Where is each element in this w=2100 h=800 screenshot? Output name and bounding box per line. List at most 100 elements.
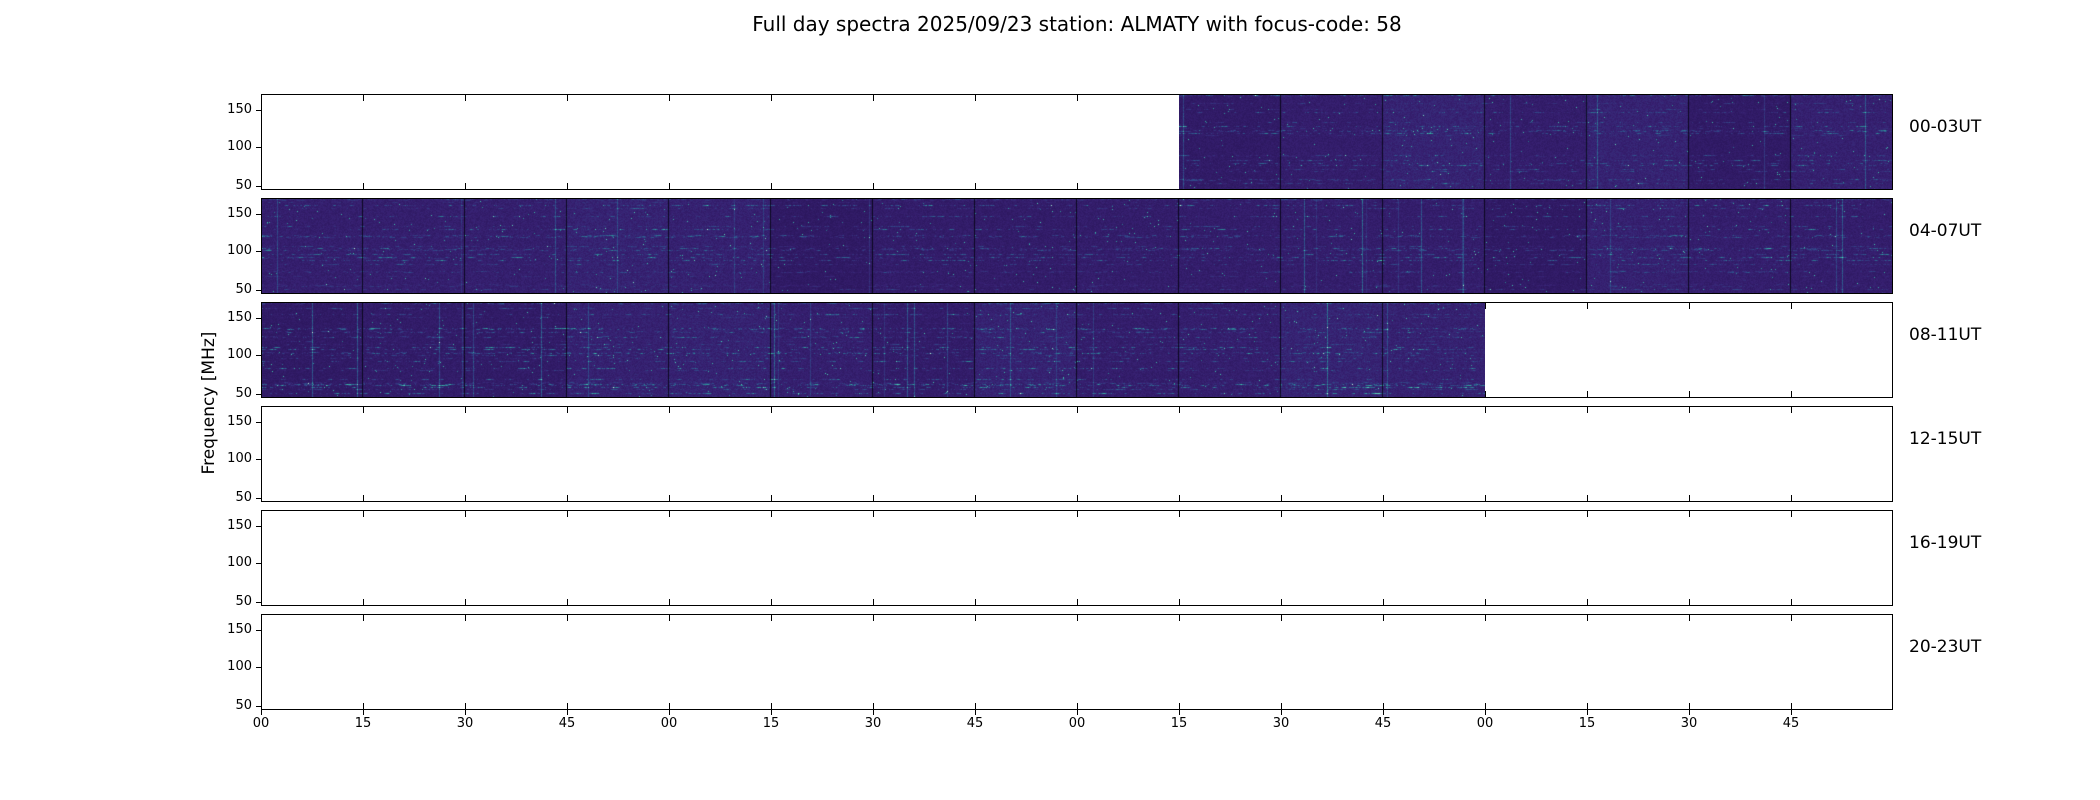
segment-boundary-tick	[1077, 495, 1078, 502]
y-tick-label: 150	[227, 518, 252, 533]
segment-boundary-tick	[1281, 703, 1282, 710]
x-tick-label: 15	[1578, 716, 1596, 731]
segment-boundary-tick	[1485, 599, 1486, 606]
y-tick-label: 50	[235, 178, 252, 193]
segment-boundary-tick	[567, 406, 568, 413]
segment-boundary-tick	[363, 183, 364, 190]
y-tick	[256, 602, 261, 603]
x-tick-label: 30	[456, 716, 474, 731]
segment-boundary-tick	[567, 703, 568, 710]
segment-boundary-tick	[1791, 614, 1792, 621]
x-tick	[873, 710, 874, 715]
spectrogram-00-03ut	[1179, 94, 1893, 190]
y-tick-label: 100	[227, 451, 252, 466]
segment-boundary-tick	[1791, 599, 1792, 606]
x-tick-label: 30	[1680, 716, 1698, 731]
segment-boundary-tick	[1179, 495, 1180, 502]
segment-boundary-tick	[465, 599, 466, 606]
segment-boundary-tick	[975, 94, 976, 101]
x-tick	[1485, 710, 1486, 715]
segment-boundary-tick	[975, 406, 976, 413]
x-tick-label: 45	[966, 716, 984, 731]
segment-boundary-tick	[1179, 510, 1180, 517]
row-label-12-15ut: 12-15UT	[1909, 429, 1982, 449]
segment-boundary-tick	[465, 510, 466, 517]
spectrogram-08-11ut	[261, 302, 1485, 398]
y-tick	[256, 147, 261, 148]
y-tick	[256, 110, 261, 111]
segment-boundary-tick	[1689, 302, 1690, 309]
x-tick	[567, 710, 568, 715]
segment-boundary-tick	[669, 614, 670, 621]
segment-boundary-tick	[1689, 391, 1690, 398]
segment-boundary-tick	[1791, 302, 1792, 309]
segment-boundary-tick	[873, 94, 874, 101]
segment-boundary-tick	[1077, 183, 1078, 190]
segment-boundary-tick	[1689, 406, 1690, 413]
segment-boundary-tick	[1791, 406, 1792, 413]
segment-boundary-tick	[1383, 599, 1384, 606]
segment-boundary-tick	[1485, 302, 1486, 309]
y-tick	[256, 459, 261, 460]
x-tick-label: 15	[1170, 716, 1188, 731]
segment-boundary-tick	[771, 94, 772, 101]
segment-boundary-tick	[975, 495, 976, 502]
segment-boundary-tick	[771, 599, 772, 606]
x-tick	[771, 710, 772, 715]
y-tick	[256, 563, 261, 564]
segment-boundary-tick	[363, 703, 364, 710]
segment-boundary-tick	[465, 406, 466, 413]
x-tick	[1281, 710, 1282, 715]
x-tick-label: 15	[354, 716, 372, 731]
y-tick	[256, 630, 261, 631]
segment-boundary-tick	[669, 94, 670, 101]
y-tick	[256, 394, 261, 395]
segment-boundary-tick	[1587, 495, 1588, 502]
y-tick-label: 50	[235, 386, 252, 401]
segment-boundary-tick	[771, 614, 772, 621]
segment-boundary-tick	[465, 495, 466, 502]
x-tick	[1383, 710, 1384, 715]
x-tick-label: 30	[1272, 716, 1290, 731]
segment-boundary-tick	[1077, 94, 1078, 101]
segment-boundary-tick	[1689, 599, 1690, 606]
segment-boundary-tick	[1485, 406, 1486, 413]
segment-boundary-tick	[1485, 510, 1486, 517]
y-tick-label: 100	[227, 243, 252, 258]
segment-boundary-tick	[1281, 495, 1282, 502]
segment-boundary-tick	[567, 599, 568, 606]
row-label-04-07ut: 04-07UT	[1909, 221, 1982, 241]
segment-boundary-tick	[567, 94, 568, 101]
segment-boundary-tick	[669, 703, 670, 710]
segment-boundary-tick	[1587, 302, 1588, 309]
segment-boundary-tick	[1791, 510, 1792, 517]
y-tick-label: 100	[227, 555, 252, 570]
x-tick-label: 00	[1068, 716, 1086, 731]
segment-boundary-tick	[1689, 703, 1690, 710]
x-tick	[1587, 710, 1588, 715]
segment-boundary-tick	[567, 183, 568, 190]
segment-boundary-tick	[1281, 614, 1282, 621]
segment-boundary-tick	[669, 599, 670, 606]
segment-boundary-tick	[771, 495, 772, 502]
y-tick	[256, 214, 261, 215]
y-tick-label: 100	[227, 659, 252, 674]
segment-boundary-tick	[771, 183, 772, 190]
segment-boundary-tick	[771, 703, 772, 710]
segment-boundary-tick	[363, 94, 364, 101]
segment-boundary-tick	[1791, 703, 1792, 710]
x-tick	[1179, 710, 1180, 715]
x-tick-label: 00	[660, 716, 678, 731]
y-tick	[256, 355, 261, 356]
row-frame-00-03ut	[261, 94, 1893, 190]
segment-boundary-tick	[873, 599, 874, 606]
x-tick-label: 45	[1374, 716, 1392, 731]
x-tick	[1791, 710, 1792, 715]
y-tick-label: 50	[235, 490, 252, 505]
y-tick	[256, 422, 261, 423]
x-tick	[669, 710, 670, 715]
segment-boundary-tick	[1383, 495, 1384, 502]
segment-boundary-tick	[1077, 406, 1078, 413]
segment-boundary-tick	[363, 495, 364, 502]
